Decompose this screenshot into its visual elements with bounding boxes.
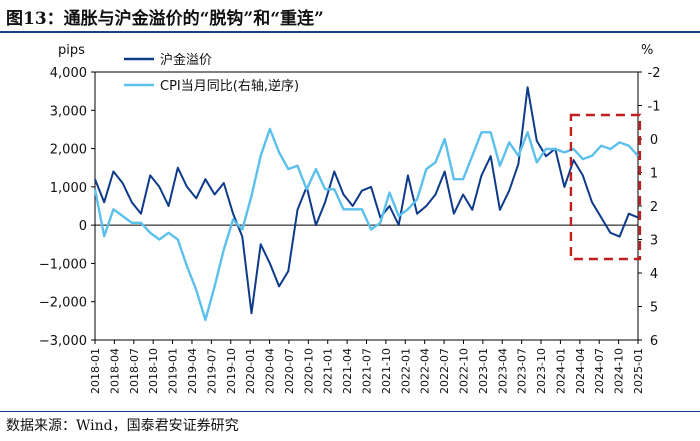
x-axis-tick-label: 2018-10 (147, 348, 160, 394)
left-axis-tick-label: 3,000 (50, 104, 87, 119)
x-axis-tick-label: 2018-07 (128, 348, 141, 394)
x-axis-tick-label: 2024-07 (593, 348, 606, 394)
right-axis-tick-label: 5 (650, 301, 658, 316)
x-axis-tick-label: 2022-04 (419, 348, 432, 394)
right-axis-tick-label: -1 (648, 100, 661, 115)
axis-ticks-group: −3,000 −2,000 −1,000 0 1,000 2,000 3,000 4,000 -… (39, 66, 661, 394)
series-group (93, 86, 639, 322)
x-axis-tick-label: 2024-10 (613, 348, 626, 394)
x-axis-tick-label: 2020-10 (302, 348, 315, 394)
x-axis-tick-label: 2023-07 (516, 348, 529, 394)
figure-source: 数据来源：Wind，国泰君安证券研究 (6, 418, 239, 434)
x-axis-tick-label: 2021-04 (341, 348, 354, 394)
x-axis-tick-label: 2022-10 (457, 348, 470, 394)
left-axis-tick-label: −2,000 (39, 296, 87, 311)
legend-label-cpi: CPI当月同比(右轴,逆序) (160, 78, 299, 94)
legend-label-shanghai-gold-premium: 沪金溢价 (160, 52, 212, 68)
right-axis-tick-label: 3 (650, 234, 658, 249)
x-axis-tick-label: 2021-01 (322, 348, 335, 394)
left-axis-tick-label: 2,000 (50, 143, 87, 158)
right-axis-tick-label: 1 (650, 167, 658, 182)
plot-frame (94, 71, 639, 341)
left-axis-unit-label: pips (58, 43, 85, 58)
x-axis-tick-label: 2023-01 (477, 348, 490, 394)
x-axis-tick-label: 2018-04 (108, 348, 121, 394)
x-axis-tick-label: 2019-10 (225, 348, 238, 394)
title-rule (0, 31, 700, 33)
x-axis-tick-label: 2018-01 (89, 348, 102, 394)
x-axis-tick-label: 2024-04 (574, 348, 587, 394)
chart: −3,000 −2,000 −1,000 0 1,000 2,000 3,000 4,000 -… (39, 43, 661, 394)
legend: 沪金溢价 CPI当月同比(右轴,逆序) (124, 52, 299, 94)
right-axis-tick-label: 0 (650, 133, 658, 148)
right-axis-tick-label: 2 (650, 200, 658, 215)
cpi-series-line (93, 127, 639, 322)
x-axis-tick-label: 2019-04 (186, 348, 199, 394)
x-axis-tick-label: 2024-01 (554, 348, 567, 394)
x-axis-tick-label: 2020-07 (283, 348, 296, 394)
x-axis-tick-label: 2023-04 (496, 348, 509, 394)
x-axis-tick-label: 2022-07 (438, 348, 451, 394)
left-axis-tick-label: −3,000 (39, 334, 87, 349)
left-axis-tick-label: 1,000 (50, 181, 87, 196)
x-axis-tick-label: 2020-04 (264, 348, 277, 394)
source-rule (0, 411, 700, 412)
right-axis-tick-label: 4 (650, 267, 658, 282)
highlight-box (569, 113, 642, 261)
x-axis-tick-label: 2022-01 (399, 348, 412, 394)
left-axis-tick-label: 0 (79, 219, 87, 234)
left-axis-tick-label: −1,000 (39, 257, 87, 272)
x-axis-tick-label: 2025-01 (632, 348, 645, 394)
x-axis-tick-label: 2020-01 (244, 348, 257, 394)
right-axis-tick-label: 6 (650, 334, 658, 349)
plot-frame-group (94, 71, 639, 341)
x-axis-tick-label: 2019-01 (167, 348, 180, 394)
annotation-group (569, 113, 642, 261)
left-axis-tick-label: 4,000 (50, 66, 87, 81)
x-axis-tick-label: 2023-10 (535, 348, 548, 394)
x-axis-tick-label: 2021-10 (380, 348, 393, 394)
x-axis-tick-label: 2019-07 (205, 348, 218, 394)
figure-title: 图13：通胀与沪金溢价的“脱钩”和“重连” (6, 9, 324, 29)
gold-premium-series-line (94, 86, 639, 315)
right-axis-unit-label: % (641, 43, 653, 58)
right-axis-tick-label: -2 (648, 66, 661, 81)
x-axis-tick-label: 2021-07 (361, 348, 374, 394)
